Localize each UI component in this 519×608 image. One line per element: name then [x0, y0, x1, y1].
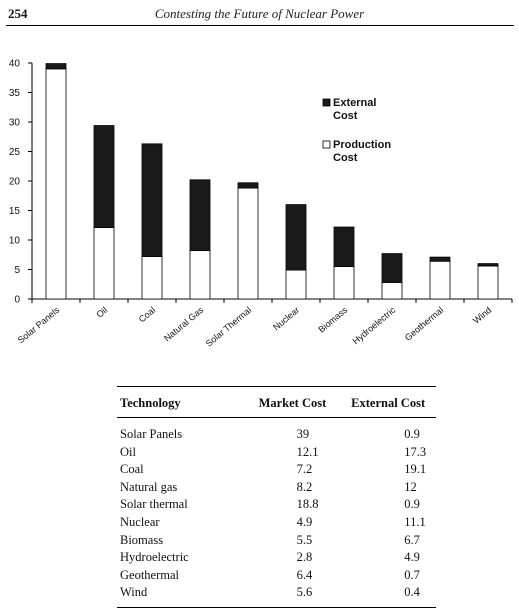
column-header: External Cost	[340, 386, 436, 418]
market-cost-cell: 7.2	[296, 462, 313, 477]
external-cost-cell: 11.1	[404, 514, 426, 529]
table-row: Geothermal 6.4 0.7	[117, 567, 436, 585]
cost-table: Technology Market Cost External Cost Sol…	[117, 386, 436, 608]
external-cost-cell: 0.7	[404, 567, 420, 582]
header-rule	[6, 25, 514, 26]
market-cost-cell: 18.8	[296, 497, 319, 512]
external-cost-cell: 17.3	[404, 444, 427, 459]
technology-cell: Natural gas	[120, 479, 178, 494]
technology-cell: Solar Panels	[120, 427, 183, 441]
external-cost-cell: 0.9	[404, 427, 420, 441]
column-header: Technology	[117, 386, 245, 418]
external-cost-cell: 4.9	[404, 550, 420, 565]
page-number: 254	[8, 6, 28, 21]
bar-production-cost	[333, 266, 355, 300]
y-tick-label: 0	[14, 295, 20, 306]
y-tick-label: 35	[9, 88, 21, 99]
bar-external-cost	[429, 256, 451, 262]
table-row: Oil 12.1 17.3	[117, 444, 436, 462]
bar-production-cost	[189, 250, 211, 300]
bar-production-cost	[141, 256, 163, 300]
y-tick-label: 10	[9, 236, 21, 247]
running-title: Contesting the Future of Nuclear Power	[154, 6, 365, 21]
x-category-label: Coal	[137, 305, 158, 325]
x-category-label: Geothermal	[403, 305, 445, 343]
technology-cell: Nuclear	[120, 514, 160, 529]
bar-production-cost	[477, 265, 499, 300]
x-category-label: Biomass	[316, 305, 349, 335]
column-header: Market Cost	[244, 386, 341, 418]
x-category-label: Solar Panels	[16, 305, 62, 346]
y-tick-label: 40	[9, 59, 21, 70]
legend-swatch	[322, 98, 331, 107]
legend-label: External	[333, 97, 376, 109]
table-row: Natural gas 8.2 12	[117, 479, 436, 497]
stacked-bar-chart: 0 5 10 15 20 25 30 35 40 Solar Panels Oil Coal Natur…	[9, 59, 513, 349]
y-tick-label: 15	[9, 206, 21, 217]
bar-external-cost	[333, 226, 355, 267]
bar-production-cost	[381, 282, 403, 300]
y-tick-label: 20	[9, 177, 21, 188]
y-tick-label: 5	[14, 265, 20, 276]
technology-cell: Wind	[117, 584, 245, 608]
table-row: Solar Panels 39 0.9	[117, 418, 436, 444]
bar-external-cost	[93, 125, 115, 229]
bar-production-cost	[285, 269, 307, 300]
market-cost-cell: 39	[296, 427, 310, 441]
technology-cell: Geothermal	[120, 567, 180, 582]
market-cost-cell: 5.5	[296, 532, 313, 547]
market-cost-cell: 5.6	[244, 584, 341, 608]
table-row: Nuclear 4.9 11.1	[117, 514, 436, 532]
table-header-row: Technology Market Cost External Cost	[117, 386, 436, 418]
market-cost-cell: 8.2	[296, 479, 313, 494]
table-row: Coal 7.2 19.1	[117, 461, 436, 479]
external-cost-cell: 6.7	[404, 532, 420, 547]
external-cost-cell: 0.4	[340, 584, 436, 608]
x-category-label: Hydroelectric	[351, 305, 398, 347]
legend-swatch	[322, 140, 331, 149]
bar-external-cost	[45, 63, 67, 70]
bar-external-cost	[477, 263, 499, 267]
bar-production-cost	[429, 260, 451, 300]
bar-external-cost	[381, 253, 403, 283]
bar-production-cost	[93, 227, 115, 300]
table-row: Solar thermal 18.8 0.9	[117, 496, 436, 514]
external-cost-cell: 0.9	[404, 497, 420, 512]
bar-external-cost	[189, 179, 211, 252]
technology-cell: Oil	[120, 444, 136, 459]
legend-label: Cost	[333, 110, 358, 122]
bar-external-cost	[237, 182, 259, 189]
x-category-label: Natural Gas	[162, 305, 206, 344]
y-tick-label: 25	[9, 147, 21, 158]
bar-external-cost	[141, 143, 163, 257]
x-category-label: Wind	[471, 305, 493, 326]
table-body: Solar Panels 39 0.9 Oil 12.1 17.3 Coal 7.2 19.1 N…	[117, 418, 436, 608]
legend-label: Production	[333, 139, 391, 151]
bar-production-cost	[237, 187, 259, 300]
market-cost-cell: 12.1	[296, 444, 319, 459]
external-cost-cell: 12	[404, 479, 417, 494]
market-cost-cell: 6.4	[296, 567, 313, 582]
technology-cell: Hydroelectric	[120, 550, 189, 565]
technology-cell: Coal	[120, 462, 144, 477]
bar-production-cost	[45, 68, 67, 300]
technology-cell: Solar thermal	[120, 497, 188, 512]
table-row: Wind 5.6 0.4	[117, 584, 436, 608]
table-row: Hydroelectric 2.8 4.9	[117, 549, 436, 567]
x-category-label: Oil	[94, 305, 109, 320]
x-category-label: Solar Thermal	[204, 305, 254, 349]
legend-label: Cost	[333, 152, 358, 164]
bar-external-cost	[285, 204, 307, 271]
y-tick-label: 30	[9, 118, 21, 129]
x-category-label: Nuclear	[271, 305, 301, 333]
market-cost-cell: 4.9	[296, 514, 313, 529]
table-row: Biomass 5.5 6.7	[117, 532, 436, 550]
technology-cell: Biomass	[120, 532, 164, 547]
page-header: 254 Contesting the Future of Nuclear Pow…	[0, 0, 519, 30]
market-cost-cell: 2.8	[296, 550, 313, 565]
external-cost-cell: 19.1	[404, 462, 427, 477]
